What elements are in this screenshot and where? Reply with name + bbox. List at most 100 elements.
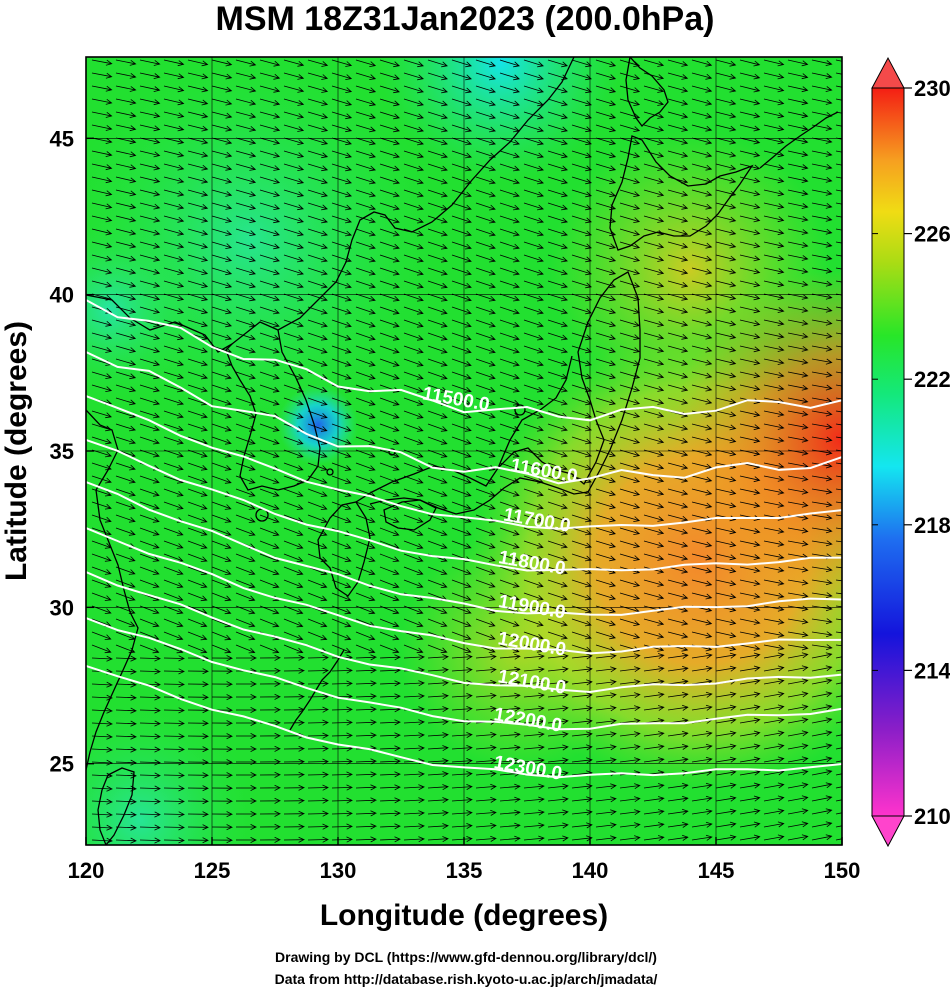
wind-vector bbox=[427, 163, 448, 172]
wind-vector bbox=[547, 835, 569, 842]
wind-vector bbox=[499, 397, 520, 406]
wind-vector bbox=[403, 514, 424, 523]
wind-vector bbox=[691, 652, 713, 659]
wind-vector bbox=[379, 810, 401, 817]
wind-vector bbox=[235, 605, 256, 615]
wind-vector bbox=[187, 189, 209, 197]
wind-vector bbox=[427, 98, 448, 107]
wind-vector bbox=[571, 228, 592, 237]
wind-vector bbox=[547, 150, 568, 159]
wind-vector bbox=[211, 215, 233, 223]
wind-vector bbox=[187, 59, 209, 67]
wind-vector bbox=[331, 680, 353, 687]
wind-vector bbox=[475, 410, 496, 419]
wind-vector bbox=[403, 59, 424, 68]
wind-vector bbox=[595, 137, 617, 146]
wind-vector bbox=[235, 215, 257, 223]
wind-vector bbox=[355, 59, 377, 67]
wind-vector bbox=[571, 653, 593, 660]
wind-vector bbox=[451, 771, 473, 777]
wind-vector bbox=[619, 228, 641, 236]
wind-vector bbox=[91, 124, 113, 131]
wind-vector bbox=[427, 706, 449, 713]
wind-vector bbox=[259, 527, 280, 536]
wind-vector bbox=[763, 730, 785, 737]
wind-vector bbox=[115, 707, 137, 714]
wind-vector bbox=[211, 605, 232, 615]
wind-vector bbox=[787, 332, 809, 339]
wind-vector bbox=[379, 137, 400, 146]
wind-vector bbox=[619, 666, 641, 673]
wind-vector bbox=[715, 566, 737, 574]
wind-vector bbox=[91, 501, 112, 510]
wind-vector bbox=[115, 280, 137, 288]
wind-vector bbox=[283, 605, 304, 615]
colorbar-tick-label: 226 bbox=[914, 222, 950, 247]
wind-vector bbox=[523, 358, 544, 367]
wind-vector bbox=[139, 332, 161, 340]
wind-vector bbox=[595, 809, 617, 816]
wind-vector bbox=[403, 462, 424, 471]
wind-vector bbox=[235, 592, 256, 602]
wind-vector bbox=[91, 410, 112, 419]
wind-vector bbox=[139, 655, 161, 662]
wind-vector bbox=[355, 267, 376, 276]
wind-vector bbox=[523, 436, 544, 445]
wind-vector bbox=[499, 449, 520, 458]
wind-vector bbox=[283, 358, 304, 367]
wind-vector bbox=[283, 745, 305, 752]
wind-vector bbox=[259, 449, 280, 458]
wind-vector bbox=[787, 384, 809, 391]
wind-vector bbox=[451, 137, 472, 146]
wind-vector bbox=[619, 527, 641, 535]
wind-vector bbox=[403, 332, 424, 341]
wind-vector bbox=[835, 345, 842, 348]
wind-vector bbox=[115, 566, 136, 575]
wind-vector bbox=[691, 691, 713, 698]
wind-vector bbox=[787, 527, 809, 534]
wind-vector bbox=[163, 811, 185, 818]
wind-vector bbox=[427, 579, 448, 588]
wind-vector bbox=[619, 397, 641, 405]
wind-vector bbox=[379, 319, 400, 328]
wind-vector bbox=[259, 654, 281, 661]
wind-vector bbox=[787, 410, 809, 417]
wind-vector bbox=[499, 653, 521, 660]
wind-vector bbox=[835, 163, 842, 166]
wind-vector bbox=[619, 809, 641, 816]
wind-vector bbox=[283, 241, 304, 250]
wind-vector bbox=[715, 618, 737, 626]
wind-vector bbox=[787, 124, 809, 132]
wind-vector bbox=[115, 644, 136, 654]
wind-vector bbox=[427, 124, 448, 133]
wind-vector bbox=[643, 371, 665, 379]
wind-vector bbox=[475, 822, 497, 829]
wind-vector bbox=[499, 280, 520, 289]
wind-vector bbox=[211, 681, 233, 688]
wind-vector bbox=[451, 605, 472, 614]
wind-vector bbox=[691, 462, 713, 470]
wind-vector bbox=[811, 436, 833, 443]
wind-vector bbox=[835, 475, 842, 478]
wind-vector bbox=[187, 124, 209, 132]
wind-vector bbox=[115, 631, 136, 641]
wind-vector bbox=[355, 358, 376, 367]
wind-vector bbox=[787, 215, 809, 222]
wind-vector bbox=[259, 59, 281, 67]
wind-vector bbox=[355, 332, 376, 341]
wind-vector bbox=[523, 705, 545, 712]
wind-vector bbox=[811, 449, 833, 456]
wind-vector bbox=[691, 501, 713, 509]
wind-vector bbox=[91, 631, 112, 640]
wind-vector bbox=[691, 475, 713, 483]
wind-vector bbox=[115, 163, 137, 171]
wind-vector bbox=[355, 797, 377, 804]
wind-vector bbox=[523, 254, 544, 263]
wind-vector bbox=[571, 124, 592, 133]
wind-vector bbox=[595, 488, 616, 497]
wind-vector bbox=[427, 228, 448, 237]
wind-vector bbox=[163, 293, 185, 301]
wind-vector bbox=[739, 717, 761, 724]
wind-vector bbox=[355, 771, 377, 778]
wind-vector bbox=[595, 345, 616, 354]
